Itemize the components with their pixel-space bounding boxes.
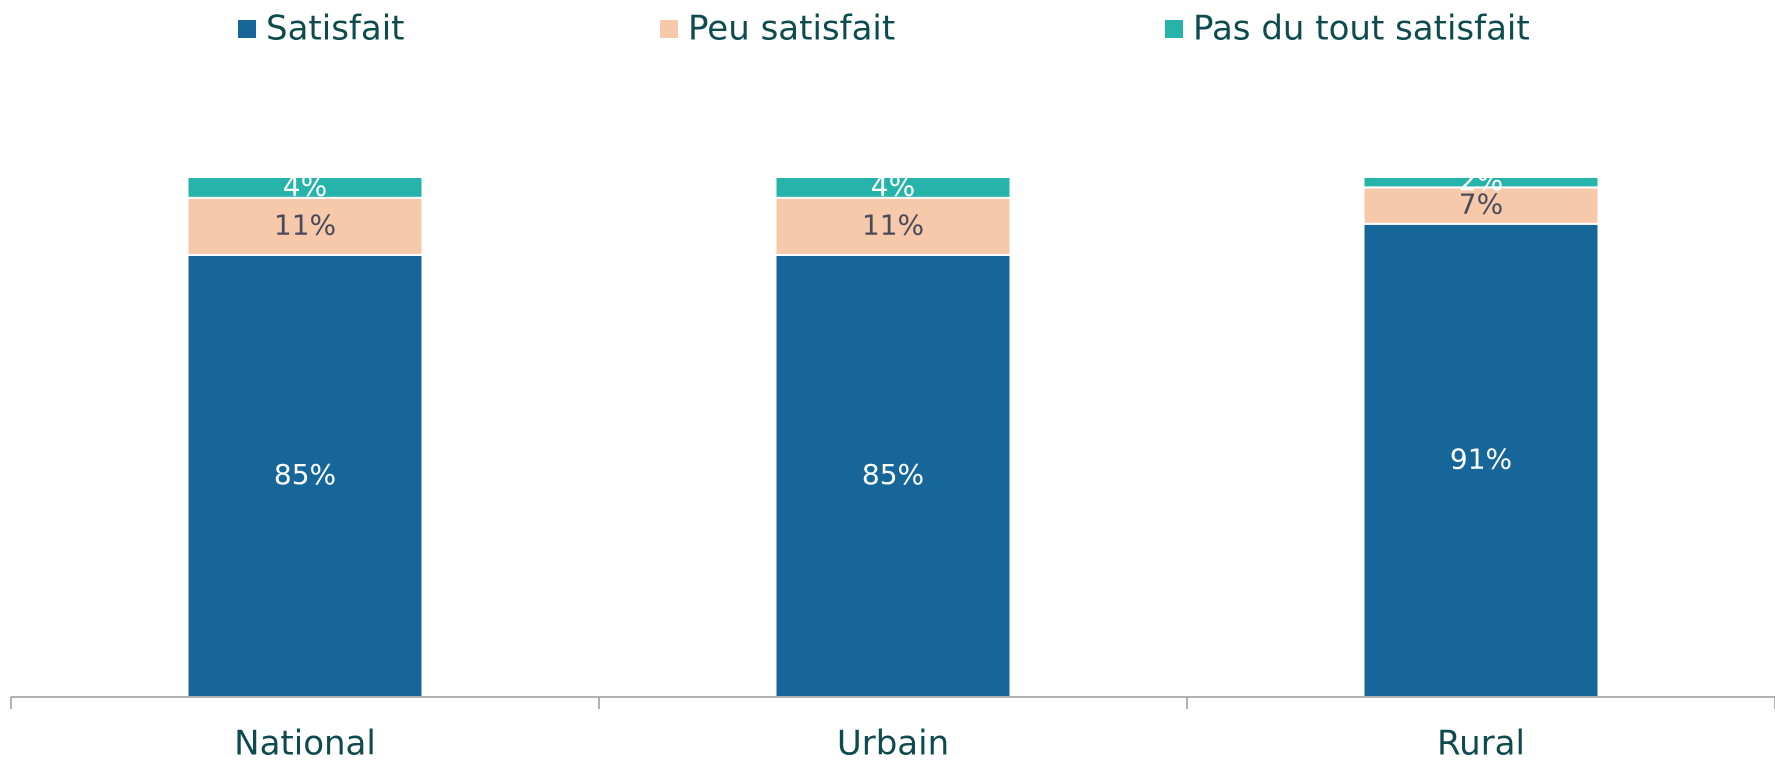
x-tick-label: Urbain bbox=[837, 724, 949, 764]
value-label: 91% bbox=[1450, 442, 1512, 475]
bar-segment bbox=[774, 176, 1012, 199]
legend-label: Pas du tout satisfait bbox=[1193, 9, 1530, 49]
legend-label: Peu satisfait bbox=[688, 9, 895, 49]
value-label: 7% bbox=[1459, 188, 1503, 221]
value-label: 11% bbox=[274, 208, 336, 241]
legend-swatch bbox=[1165, 20, 1183, 38]
bar-segment bbox=[774, 196, 1012, 257]
x-tick-label: National bbox=[234, 724, 376, 764]
bar-segment bbox=[1362, 222, 1600, 699]
value-label: 4% bbox=[283, 169, 327, 202]
value-label: 2% bbox=[1459, 164, 1503, 197]
legend-label: Satisfait bbox=[266, 9, 405, 49]
bar-segment bbox=[186, 176, 424, 199]
value-label: 85% bbox=[862, 458, 924, 491]
bar-segment bbox=[186, 254, 424, 698]
bar-segment bbox=[774, 254, 1012, 698]
value-label: 85% bbox=[274, 458, 336, 491]
x-tick-label: Rural bbox=[1437, 724, 1525, 764]
value-label: 11% bbox=[862, 208, 924, 241]
bar-segment bbox=[1362, 176, 1600, 189]
bar-segment bbox=[1362, 186, 1600, 225]
legend-swatch bbox=[660, 20, 678, 38]
bar-segment bbox=[186, 196, 424, 257]
value-label: 4% bbox=[871, 169, 915, 202]
legend-swatch bbox=[238, 20, 256, 38]
